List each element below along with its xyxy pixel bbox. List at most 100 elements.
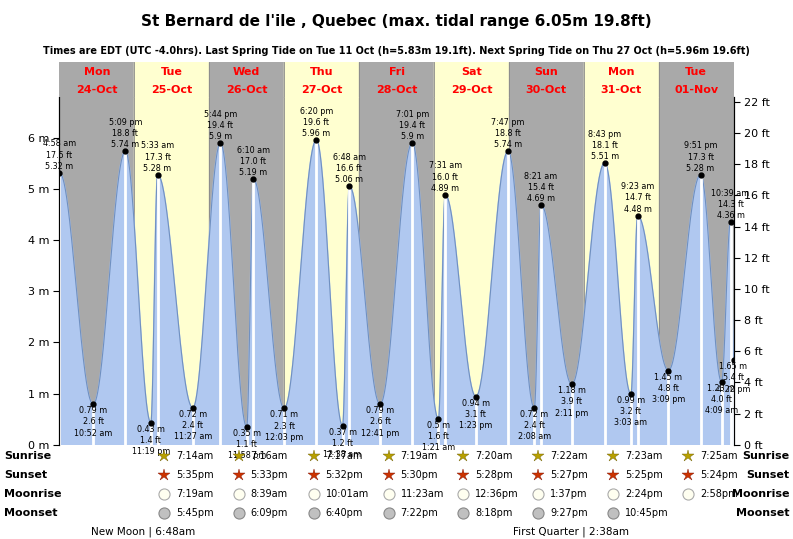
Text: 5:30pm: 5:30pm xyxy=(400,470,438,480)
Text: Mon: Mon xyxy=(608,67,634,77)
Text: 1.45 m
4.8 ft
3:09 pm: 1.45 m 4.8 ft 3:09 pm xyxy=(652,372,685,404)
Text: 7:17am: 7:17am xyxy=(326,451,363,461)
Text: Sun: Sun xyxy=(534,67,558,77)
Bar xyxy=(434,97,509,445)
Text: 10:01am: 10:01am xyxy=(326,489,369,499)
Text: 2:58pm: 2:58pm xyxy=(700,489,737,499)
Text: 7:14am: 7:14am xyxy=(176,451,213,461)
Polygon shape xyxy=(59,140,734,445)
Bar xyxy=(284,62,359,97)
Bar xyxy=(359,62,434,97)
Text: 8:39am: 8:39am xyxy=(251,489,288,499)
Bar xyxy=(284,97,359,445)
Text: 1.65 m
5.4 ft
4:22 pm: 1.65 m 5.4 ft 4:22 pm xyxy=(717,362,750,393)
Text: 7:47 pm
18.8 ft
5.74 m: 7:47 pm 18.8 ft 5.74 m xyxy=(492,118,525,149)
Bar xyxy=(134,97,209,445)
Bar xyxy=(584,62,659,97)
Text: 1:37pm: 1:37pm xyxy=(550,489,588,499)
Text: 10:45pm: 10:45pm xyxy=(625,508,668,517)
Bar xyxy=(659,62,734,97)
Text: 0.99 m
3.2 ft
3:03 am: 0.99 m 3.2 ft 3:03 am xyxy=(615,396,647,427)
Text: 5:35pm: 5:35pm xyxy=(176,470,213,480)
Text: 0.37 m
1.2 ft
12:38 am: 0.37 m 1.2 ft 12:38 am xyxy=(324,428,362,459)
Bar xyxy=(134,62,209,97)
Text: Sunset: Sunset xyxy=(746,470,789,480)
Text: 6:20 pm
19.6 ft
5.96 m: 6:20 pm 19.6 ft 5.96 m xyxy=(300,107,333,138)
Text: 27-Oct: 27-Oct xyxy=(301,85,343,95)
Text: 28-Oct: 28-Oct xyxy=(376,85,417,95)
Bar xyxy=(59,97,134,445)
Text: 7:20am: 7:20am xyxy=(475,451,513,461)
Text: 7:22pm: 7:22pm xyxy=(400,508,439,517)
Text: 7:16am: 7:16am xyxy=(251,451,288,461)
Text: 01-Nov: 01-Nov xyxy=(674,85,718,95)
Text: 5:24pm: 5:24pm xyxy=(700,470,737,480)
Text: Sunset: Sunset xyxy=(4,470,47,480)
Text: First Quarter | 2:38am: First Quarter | 2:38am xyxy=(513,526,629,537)
Text: 9:27pm: 9:27pm xyxy=(550,508,588,517)
Text: 26-Oct: 26-Oct xyxy=(226,85,267,95)
Text: 29-Oct: 29-Oct xyxy=(450,85,492,95)
Bar xyxy=(509,97,584,445)
Text: 5:33pm: 5:33pm xyxy=(251,470,288,480)
Text: 5:33 am
17.3 ft
5.28 m: 5:33 am 17.3 ft 5.28 m xyxy=(141,141,174,172)
Text: 0.5 m
1.6 ft
1:21 am: 0.5 m 1.6 ft 1:21 am xyxy=(422,421,455,452)
Text: Wed: Wed xyxy=(233,67,260,77)
Text: 25-Oct: 25-Oct xyxy=(151,85,193,95)
Text: 0.35 m
1.1 ft
11:58 pm: 0.35 m 1.1 ft 11:58 pm xyxy=(228,429,266,460)
Bar xyxy=(434,62,509,97)
Text: 8:21 am
15.4 ft
4.69 m: 8:21 am 15.4 ft 4.69 m xyxy=(524,171,557,203)
Text: Moonrise: Moonrise xyxy=(731,489,789,499)
Text: 7:19am: 7:19am xyxy=(176,489,213,499)
Text: Moonset: Moonset xyxy=(4,508,57,517)
Text: 31-Oct: 31-Oct xyxy=(600,85,642,95)
Text: 9:23 am
14.7 ft
4.48 m: 9:23 am 14.7 ft 4.48 m xyxy=(621,182,654,213)
Text: 12:36pm: 12:36pm xyxy=(475,489,519,499)
Text: 5:09 pm
18.8 ft
5.74 m: 5:09 pm 18.8 ft 5.74 m xyxy=(109,118,142,149)
Text: 9:51 pm
17.3 ft
5.28 m: 9:51 pm 17.3 ft 5.28 m xyxy=(684,141,718,172)
Bar xyxy=(359,97,434,445)
Bar xyxy=(59,62,134,97)
Text: 4:58 am
17.5 ft
5.32 m: 4:58 am 17.5 ft 5.32 m xyxy=(43,140,76,171)
Bar xyxy=(659,97,734,445)
Bar xyxy=(509,62,584,97)
Bar xyxy=(584,97,659,445)
Bar xyxy=(209,97,284,445)
Text: 5:45pm: 5:45pm xyxy=(176,508,213,517)
Text: New Moon | 6:48am: New Moon | 6:48am xyxy=(90,526,195,537)
Text: 0.94 m
3.1 ft
1:23 pm: 0.94 m 3.1 ft 1:23 pm xyxy=(459,399,492,430)
Text: 24-Oct: 24-Oct xyxy=(76,85,117,95)
Text: 2:24pm: 2:24pm xyxy=(625,489,663,499)
Text: 0.79 m
2.6 ft
10:52 am: 0.79 m 2.6 ft 10:52 am xyxy=(74,406,113,438)
Text: Moonset: Moonset xyxy=(736,508,789,517)
Text: 6:48 am
16.6 ft
5.06 m: 6:48 am 16.6 ft 5.06 m xyxy=(333,153,366,184)
Text: 0.71 m
2.3 ft
12:03 pm: 0.71 m 2.3 ft 12:03 pm xyxy=(265,410,304,441)
Text: 5:27pm: 5:27pm xyxy=(550,470,588,480)
Text: Mon: Mon xyxy=(84,67,110,77)
Text: 5:32pm: 5:32pm xyxy=(326,470,363,480)
Text: 8:18pm: 8:18pm xyxy=(475,508,513,517)
Text: 7:01 pm
19.4 ft
5.9 m: 7:01 pm 19.4 ft 5.9 m xyxy=(396,110,429,141)
Text: 5:44 pm
19.4 ft
5.9 m: 5:44 pm 19.4 ft 5.9 m xyxy=(204,110,237,141)
Text: Tue: Tue xyxy=(685,67,707,77)
Text: Moonrise: Moonrise xyxy=(4,489,62,499)
Text: 7:23am: 7:23am xyxy=(625,451,662,461)
Text: Thu: Thu xyxy=(310,67,333,77)
Text: 5:25pm: 5:25pm xyxy=(625,470,663,480)
Text: 0.72 m
2.4 ft
2:08 am: 0.72 m 2.4 ft 2:08 am xyxy=(518,410,551,441)
Text: 30-Oct: 30-Oct xyxy=(526,85,567,95)
Text: 8:43 pm
18.1 ft
5.51 m: 8:43 pm 18.1 ft 5.51 m xyxy=(588,130,622,161)
Text: 7:22am: 7:22am xyxy=(550,451,588,461)
Text: Fri: Fri xyxy=(389,67,404,77)
Text: 6:10 am
17.0 ft
5.19 m: 6:10 am 17.0 ft 5.19 m xyxy=(237,146,270,177)
Text: 7:31 am
16.0 ft
4.89 m: 7:31 am 16.0 ft 4.89 m xyxy=(428,161,462,192)
Text: Sat: Sat xyxy=(461,67,482,77)
Text: 0.43 m
1.4 ft
11:19 pm: 0.43 m 1.4 ft 11:19 pm xyxy=(132,425,170,456)
Text: St Bernard de l'ile , Quebec (max. tidal range 6.05m 19.8ft): St Bernard de l'ile , Quebec (max. tidal… xyxy=(141,14,652,29)
Bar xyxy=(209,62,284,97)
Text: 6:40pm: 6:40pm xyxy=(326,508,363,517)
Text: 1.18 m
3.9 ft
2:11 pm: 1.18 m 3.9 ft 2:11 pm xyxy=(555,386,588,418)
Text: 7:19am: 7:19am xyxy=(400,451,438,461)
Text: 1.23 m
4.0 ft
4:09 am: 1.23 m 4.0 ft 4:09 am xyxy=(705,384,738,415)
Text: 7:25am: 7:25am xyxy=(700,451,737,461)
